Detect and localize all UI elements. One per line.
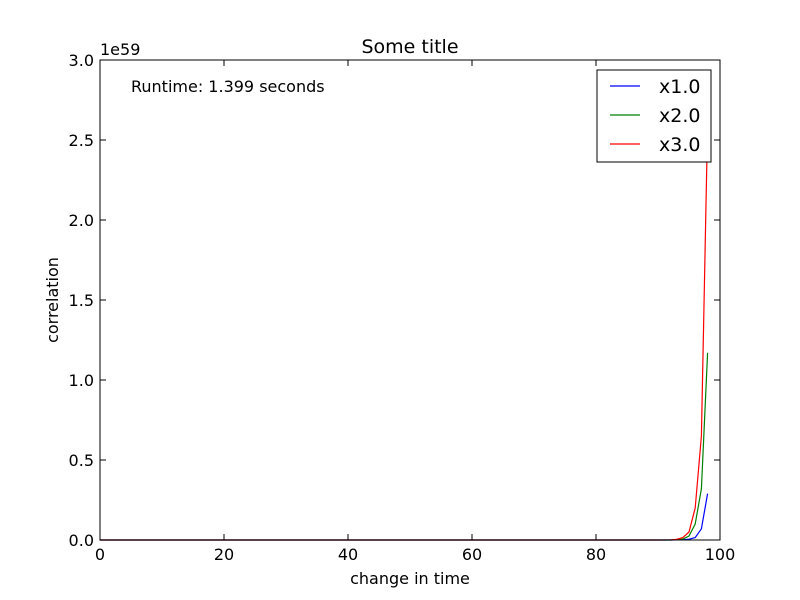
y-tick-label: 1.5 [69, 291, 94, 310]
y-tick-label: 2.5 [69, 131, 94, 150]
x-tick-label: 60 [462, 545, 482, 564]
series-line-x3.0 [100, 123, 709, 541]
legend-box [596, 69, 712, 163]
y-tick-label: 2.0 [69, 211, 94, 230]
x-tick-label: 80 [586, 545, 606, 564]
x-tick-label: 0 [95, 545, 105, 564]
x-tick-label: 40 [338, 545, 358, 564]
y-tick-label: 3.0 [69, 51, 94, 70]
series-line-x2.0 [100, 352, 709, 541]
x-tick-label: 100 [705, 545, 736, 564]
x-axis: 0 20 40 60 80 100 [95, 60, 735, 564]
x-axis-label: change in time [350, 569, 470, 588]
x-tick-label: 20 [214, 545, 234, 564]
legend-label-x2.0: x2.0 [659, 105, 700, 127]
legend: x1.0 x2.0 x3.0 [596, 69, 712, 163]
y-tick-label: 0.0 [69, 531, 94, 550]
y-tick-label: 1.0 [69, 371, 94, 390]
runtime-annotation: Runtime: 1.399 seconds [131, 77, 325, 96]
series-line-x1.0 [100, 493, 709, 541]
y-axis-label: correlation [43, 257, 62, 343]
y-scale-label: 1e59 [100, 40, 140, 59]
y-tick-label: 0.5 [69, 451, 94, 470]
y-axis: 0.0 0.5 1.0 1.5 2.0 2.5 3.0 [69, 51, 720, 550]
legend-label-x1.0: x1.0 [659, 76, 700, 98]
plot-lines [100, 123, 709, 541]
legend-label-x3.0: x3.0 [659, 134, 700, 156]
chart-title: Some title [361, 36, 458, 58]
